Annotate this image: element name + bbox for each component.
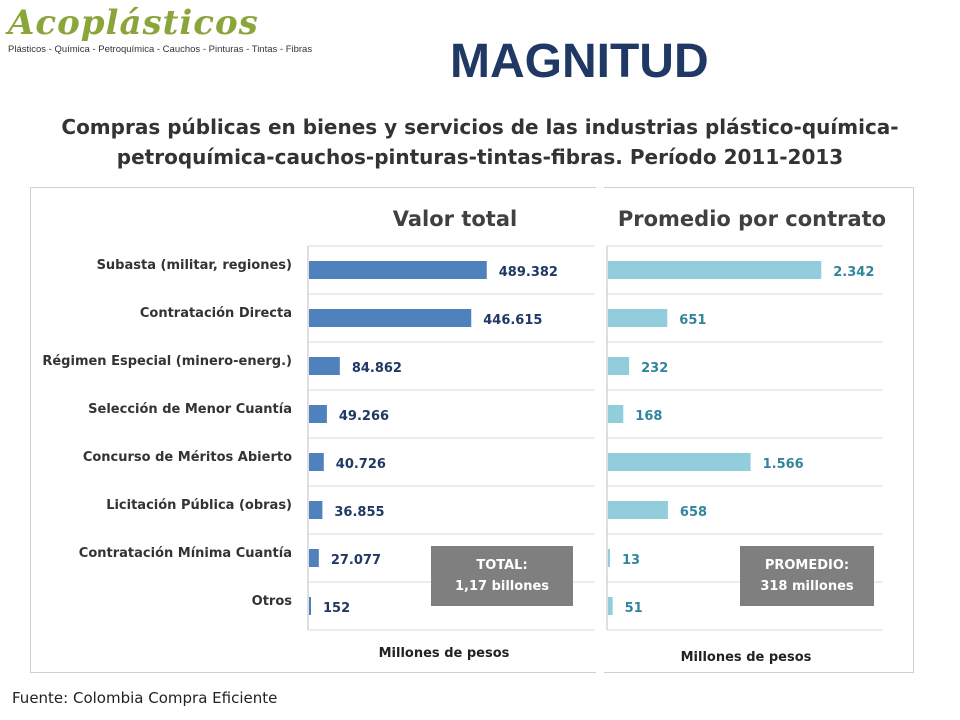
page-title: MAGNITUD [450,35,709,88]
valor-total-data-label: 27.077 [331,553,381,568]
acoplasticos-logo: Acoplásticos Plásticos - Química - Petro… [8,3,313,60]
chart-subtitle: Compras públicas en bienes y servicios d… [40,112,920,172]
valor-total-bar [309,453,324,471]
valor-total-annotation-line-2: 1,17 billones [455,579,549,594]
chart-frame [30,187,914,673]
category-label: Concurso de Méritos Abierto [83,450,292,465]
promedio-annotation-line-2: 318 millones [760,579,854,594]
valor-total-data-label: 152 [323,601,350,616]
valor-total-bar [309,501,323,519]
logo-tagline: Plásticos - Química - Petroquímica - Cau… [8,44,313,55]
promedio-bar [608,501,668,519]
valor-total-chart-title: Valor total [393,207,517,231]
valor-total-data-label: 40.726 [336,457,386,472]
promedio-bar [608,405,624,423]
valor-total-data-label: 36.855 [334,505,384,520]
valor-total-annotation-box [431,546,573,606]
valor-total-bar [309,549,319,567]
promedio-annotation-line-1: PROMEDIO: [765,558,849,573]
subtitle-line-1: Compras públicas en bienes y servicios d… [61,115,899,139]
category-label: Selección de Menor Cuantía [88,402,292,417]
valor-total-bar [309,405,327,423]
valor-total-data-label: 84.862 [352,361,402,376]
valor-total-bar [309,357,340,375]
promedio-data-label: 1.566 [763,457,804,472]
promedio-annotation-box [740,546,874,606]
valor-total-bar [309,597,311,615]
category-label: Licitación Pública (obras) [106,498,292,513]
logo-brand-text: Acoplásticos [8,3,259,43]
promedio-bar [608,597,613,615]
promedio-bar [608,357,630,375]
promedio-data-label: 232 [641,361,668,376]
valor-total-bar [309,309,472,327]
promedio-bar [608,549,610,567]
valor-total-bar [309,261,487,279]
promedio-bar [608,453,751,471]
promedio-data-label: 13 [622,553,640,568]
panel-separator [596,180,604,680]
promedio-data-label: 2.342 [833,265,874,280]
promedio-chart-title: Promedio por contrato [618,207,886,231]
category-label: Régimen Especial (minero-energ.) [42,354,292,369]
promedio-data-label: 51 [625,601,643,616]
valor-total-data-label: 49.266 [339,409,389,424]
valor-total-x-axis-label: Millones de pesos [379,646,510,661]
source-note: Fuente: Colombia Compra Eficiente [12,689,278,707]
promedio-x-axis-label: Millones de pesos [681,650,812,665]
valor-total-annotation-line-1: TOTAL: [476,558,527,573]
promedio-bar [608,309,668,327]
category-label: Contratación Mínima Cuantía [79,546,292,561]
promedio-bar [608,261,822,279]
promedio-data-label: 168 [635,409,662,424]
promedio-data-label: 658 [680,505,707,520]
category-label: Contratación Directa [140,306,292,321]
promedio-data-label: 651 [679,313,706,328]
valor-total-data-label: 489.382 [499,265,558,280]
valor-total-data-label: 446.615 [483,313,542,328]
category-label: Subasta (militar, regiones) [97,258,292,273]
category-label: Otros [252,594,293,609]
subtitle-line-2: petroquímica-cauchos-pinturas-tintas-fib… [116,145,844,169]
